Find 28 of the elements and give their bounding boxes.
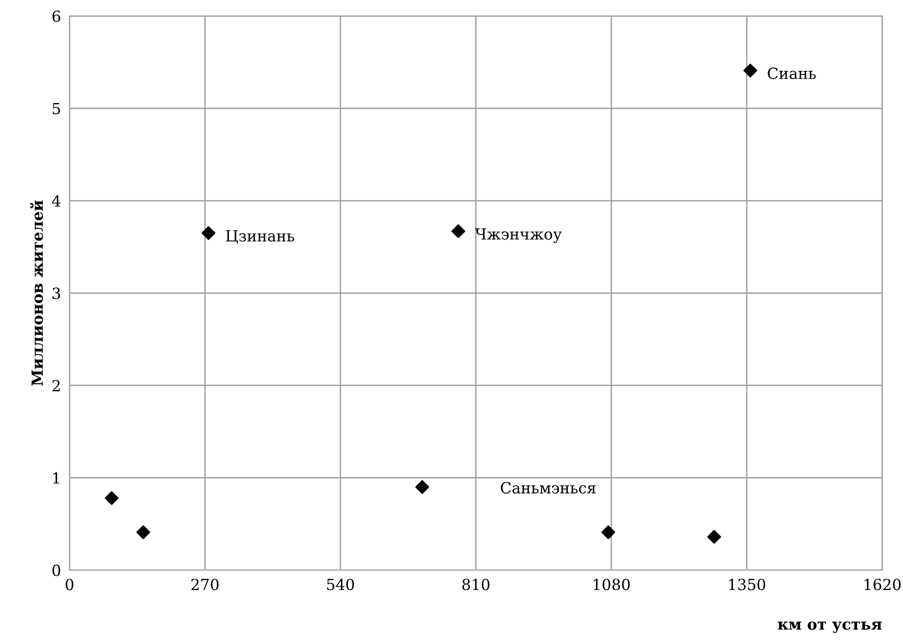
y-tick-label: 3 [52,288,60,300]
annotation: Саньмэнься [500,482,596,494]
point [136,525,150,540]
point [202,226,216,240]
x-tick-label: 1080 [594,578,630,590]
y-tick-label: 4 [52,195,60,207]
point [743,64,758,78]
y-axis-title: Миллионов жителей [30,200,43,386]
x-tick-label: 0 [66,578,74,590]
y-tick-label: 6 [52,10,60,22]
y-tick-label: 0 [52,564,60,576]
x-tick-label: 270 [191,578,219,590]
x-tick-label: 1350 [729,578,766,590]
y-tick-label: 2 [52,380,60,392]
point [415,480,430,494]
annotation: Чжэнчжоу [475,228,562,243]
point [707,530,722,544]
annotation: Сиань [768,68,816,80]
point [601,525,616,540]
x-tick-label: 810 [462,578,490,590]
x-tick-label: 540 [327,578,354,590]
point [104,491,119,505]
y-tick-label: 1 [53,472,60,484]
x-axis-title: км от устья [778,621,882,633]
annotation: Цзинань [226,230,294,244]
point [451,224,466,238]
y-tick-label: 5 [52,103,60,114]
x-tick-label: 1620 [864,578,901,590]
